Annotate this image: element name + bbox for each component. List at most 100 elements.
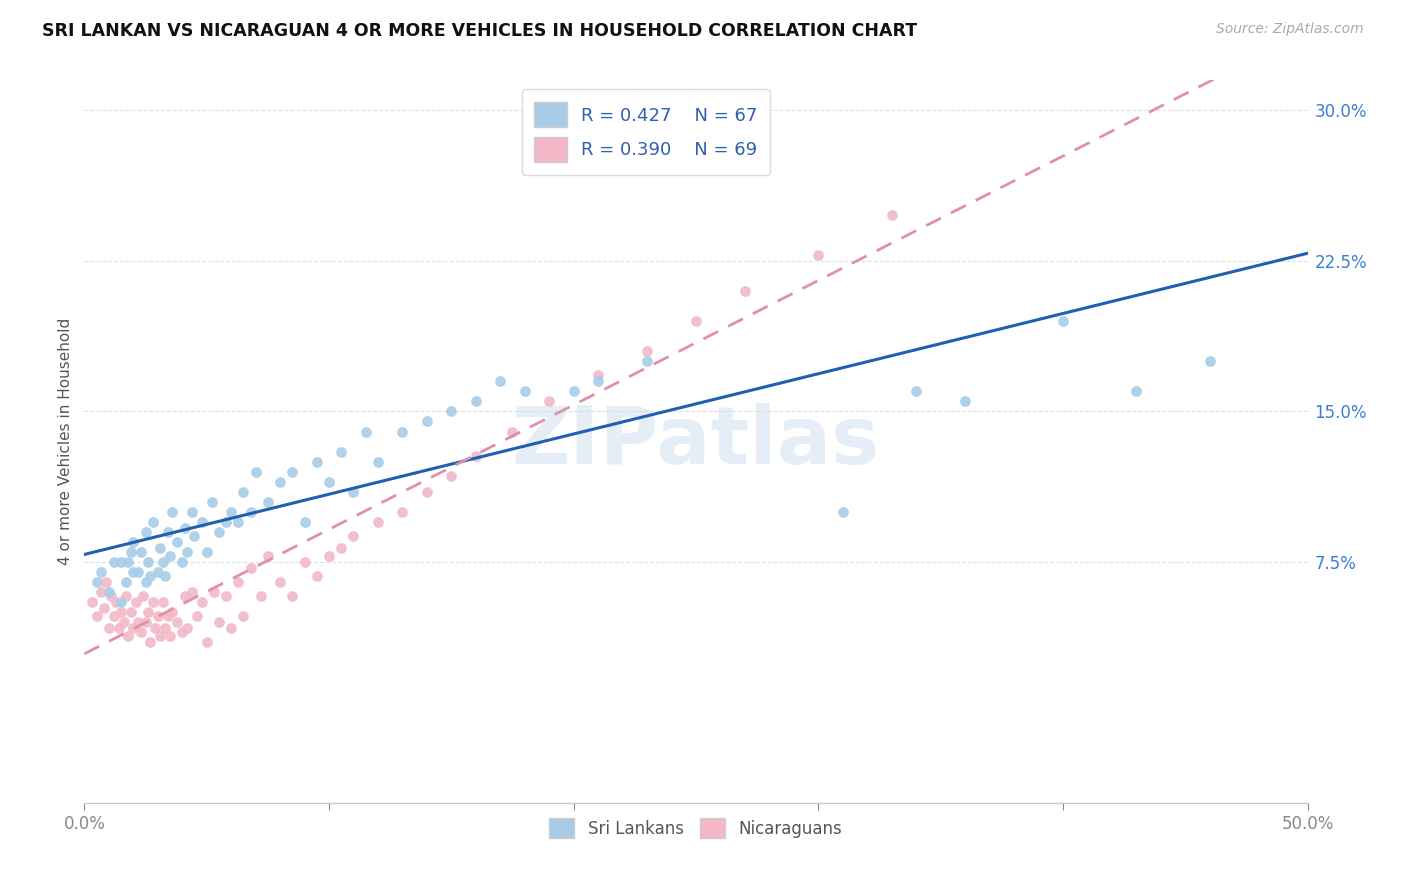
- Point: [1198, 354, 1220, 368]
- Point: [135, 524, 157, 539]
- Point: [489, 375, 512, 389]
- Point: [538, 394, 561, 409]
- Point: [153, 621, 176, 635]
- Point: [146, 565, 169, 579]
- Point: [129, 545, 152, 559]
- Point: [159, 629, 181, 643]
- Point: [281, 589, 304, 603]
- Point: [173, 521, 195, 535]
- Point: [149, 629, 172, 643]
- Point: [173, 589, 195, 603]
- Text: ZIPatlas: ZIPatlas: [512, 402, 880, 481]
- Point: [464, 394, 486, 409]
- Point: [120, 605, 142, 619]
- Point: [135, 615, 157, 630]
- Point: [191, 595, 214, 609]
- Point: [176, 621, 198, 635]
- Point: [110, 595, 132, 609]
- Point: [172, 555, 194, 569]
- Point: [249, 589, 271, 603]
- Point: [807, 248, 830, 262]
- Point: [239, 505, 262, 519]
- Point: [142, 515, 165, 529]
- Point: [219, 621, 242, 635]
- Point: [367, 515, 389, 529]
- Point: [166, 534, 188, 549]
- Point: [330, 444, 353, 458]
- Point: [305, 569, 328, 583]
- Point: [354, 425, 377, 439]
- Point: [115, 574, 138, 589]
- Point: [269, 574, 291, 589]
- Point: [93, 601, 115, 615]
- Point: [219, 505, 242, 519]
- Point: [685, 314, 707, 328]
- Point: [159, 549, 181, 563]
- Point: [152, 595, 174, 609]
- Point: [502, 425, 524, 439]
- Point: [112, 615, 135, 630]
- Point: [80, 595, 103, 609]
- Point: [257, 549, 280, 563]
- Point: [183, 529, 205, 543]
- Point: [127, 565, 149, 579]
- Point: [97, 585, 120, 599]
- Point: [342, 529, 364, 543]
- Point: [367, 455, 389, 469]
- Legend: Sri Lankans, Nicaraguans: Sri Lankans, Nicaraguans: [543, 812, 849, 845]
- Point: [146, 609, 169, 624]
- Point: [135, 574, 157, 589]
- Point: [143, 621, 166, 635]
- Point: [149, 541, 172, 555]
- Point: [391, 425, 413, 439]
- Point: [166, 615, 188, 630]
- Point: [202, 585, 225, 599]
- Point: [139, 569, 162, 583]
- Point: [636, 354, 658, 368]
- Point: [191, 515, 214, 529]
- Point: [136, 605, 159, 619]
- Point: [86, 574, 108, 589]
- Point: [86, 609, 108, 624]
- Point: [391, 505, 413, 519]
- Point: [142, 595, 165, 609]
- Point: [440, 468, 463, 483]
- Point: [96, 574, 118, 589]
- Point: [172, 625, 194, 640]
- Point: [152, 555, 174, 569]
- Point: [232, 484, 254, 499]
- Point: [269, 475, 291, 489]
- Point: [239, 561, 262, 575]
- Point: [281, 465, 304, 479]
- Point: [464, 449, 486, 463]
- Point: [195, 635, 218, 649]
- Point: [120, 545, 142, 559]
- Point: [117, 629, 139, 643]
- Point: [107, 621, 129, 635]
- Point: [110, 605, 132, 619]
- Point: [586, 368, 609, 383]
- Point: [1052, 314, 1074, 328]
- Point: [318, 549, 340, 563]
- Point: [513, 384, 536, 399]
- Point: [215, 589, 238, 603]
- Point: [117, 555, 139, 569]
- Point: [105, 595, 128, 609]
- Point: [176, 545, 198, 559]
- Text: SRI LANKAN VS NICARAGUAN 4 OR MORE VEHICLES IN HOUSEHOLD CORRELATION CHART: SRI LANKAN VS NICARAGUAN 4 OR MORE VEHIC…: [42, 22, 917, 40]
- Point: [318, 475, 340, 489]
- Point: [139, 635, 162, 649]
- Point: [734, 284, 756, 298]
- Point: [132, 589, 155, 603]
- Point: [208, 524, 231, 539]
- Point: [103, 609, 125, 624]
- Point: [342, 484, 364, 499]
- Point: [440, 404, 463, 418]
- Point: [162, 605, 184, 619]
- Point: [156, 609, 179, 624]
- Point: [232, 609, 254, 624]
- Point: [294, 555, 316, 569]
- Point: [153, 569, 176, 583]
- Point: [880, 208, 903, 222]
- Point: [122, 621, 145, 635]
